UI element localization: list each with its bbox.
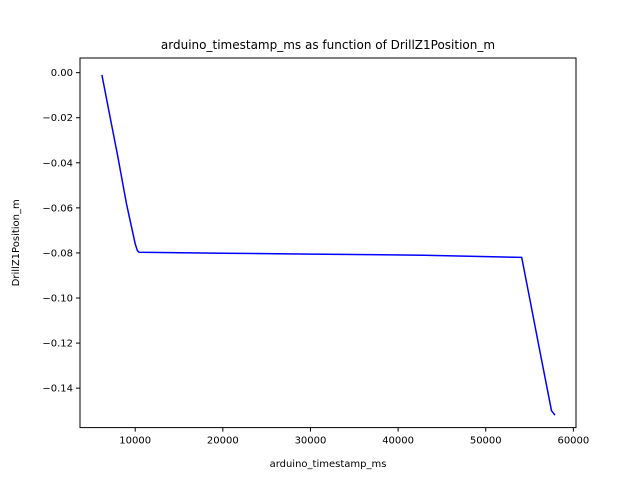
y-tick-label: 0.00 (51, 68, 73, 79)
x-axis-label: arduino_timestamp_ms (270, 459, 387, 470)
x-tick-label: 50000 (470, 436, 502, 447)
y-axis-ticks: 0.00 −0.02 −0.04 −0.06 −0.08 −0.10 −0.12 −0.14 (42, 68, 80, 395)
x-axis-ticks: 10000 20000 30000 40000 50000 60000 (119, 427, 589, 447)
series-line (101, 74, 556, 416)
y-tick-label: −0.10 (42, 294, 73, 305)
y-tick-label: −0.04 (42, 158, 73, 169)
y-tick-label: −0.06 (42, 203, 73, 214)
x-tick-label: 40000 (382, 436, 414, 447)
y-tick-label: −0.02 (42, 113, 73, 124)
series-group (101, 74, 556, 416)
y-tick-label: −0.12 (42, 339, 73, 350)
x-tick-label: 30000 (295, 436, 327, 447)
chart-title: arduino_timestamp_ms as function of Dril… (161, 38, 495, 52)
y-tick-label: −0.08 (42, 248, 73, 259)
x-tick-label: 10000 (119, 436, 151, 447)
y-tick-label: −0.14 (42, 384, 73, 395)
x-tick-label: 60000 (557, 436, 589, 447)
y-axis-label: DrillZ1Position_m (11, 199, 22, 286)
x-tick-label: 20000 (207, 436, 239, 447)
plot-frame (79, 57, 577, 429)
